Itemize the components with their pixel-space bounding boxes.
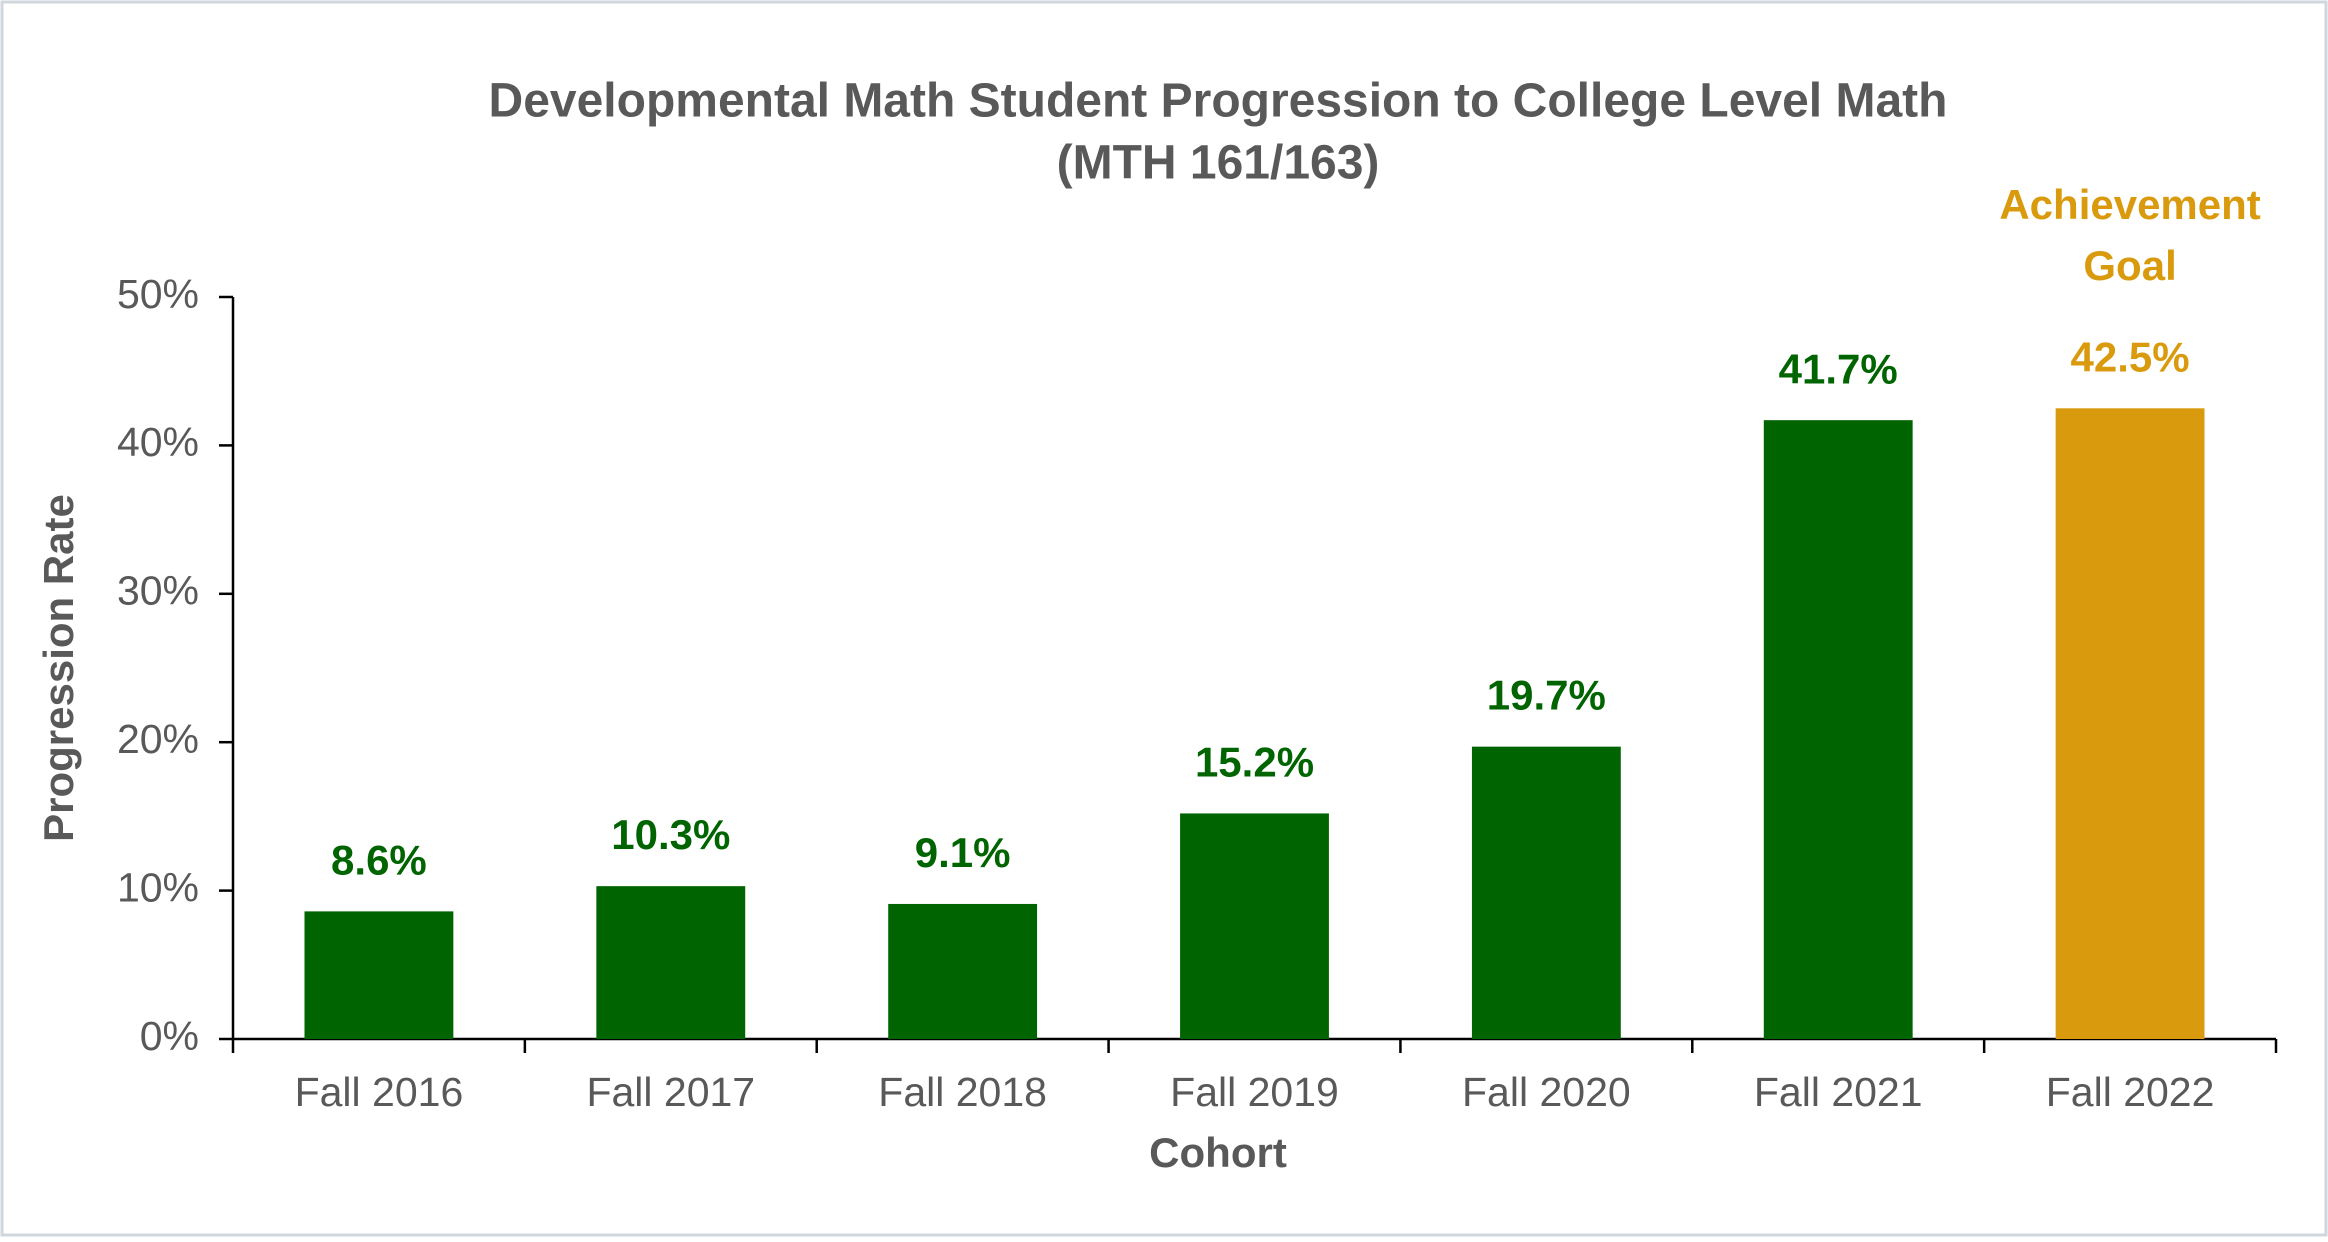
data-label: 15.2% (1195, 739, 1314, 786)
x-tick-label: Fall 2019 (1170, 1069, 1339, 1115)
y-tick-label: 0% (140, 1013, 199, 1059)
x-tick-label: Fall 2018 (878, 1069, 1047, 1115)
x-tick-label: Fall 2017 (586, 1069, 755, 1115)
y-tick-label: 50% (117, 271, 199, 317)
annotation-line: Achievement (1999, 181, 2260, 228)
data-label: 19.7% (1487, 672, 1606, 719)
y-tick-label: 40% (117, 419, 199, 465)
bar (1471, 746, 1621, 1039)
y-tick-label: 30% (117, 568, 199, 614)
chart-subtitle: (MTH 161/163) (1057, 137, 1380, 190)
bar (596, 886, 746, 1039)
chart-title: Developmental Math Student Progression t… (489, 75, 1948, 128)
bar (888, 903, 1038, 1039)
data-label: 41.7% (1779, 345, 1898, 392)
data-label: 10.3% (611, 811, 730, 858)
y-tick-label: 10% (117, 864, 199, 910)
y-tick-label: 20% (117, 716, 199, 762)
data-label: 8.6% (331, 836, 427, 883)
bar (1180, 813, 1329, 1039)
x-tick-label: Fall 2022 (2046, 1069, 2215, 1115)
annotation: Achievement Goal (1999, 181, 2260, 289)
bar (304, 911, 454, 1039)
data-label: 9.1% (915, 829, 1011, 876)
bar (1763, 420, 1913, 1039)
x-tick-label: Fall 2020 (1462, 1069, 1631, 1115)
bar (2055, 408, 2205, 1039)
data-label: 42.5% (2071, 333, 2190, 380)
x-tick-label: Fall 2016 (295, 1069, 464, 1115)
x-tick-label: Fall 2021 (1754, 1069, 1923, 1115)
x-axis-title: Cohort (1149, 1129, 1287, 1176)
y-axis-title: Progression Rate (35, 494, 82, 842)
annotation-line: Goal (2083, 242, 2176, 289)
